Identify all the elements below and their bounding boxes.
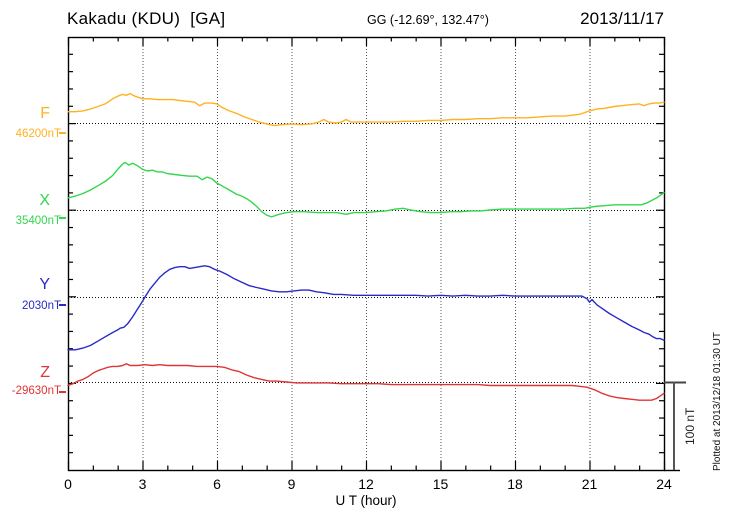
- plot-date: 2013/11/17: [580, 9, 664, 28]
- trace-reference-y: 2030nT: [21, 300, 61, 312]
- trace-pointer-dash-z: [59, 391, 66, 393]
- trace-reference-x: 35400nT: [15, 215, 61, 227]
- x-tick-label: 9: [287, 476, 296, 492]
- trace-label-f: F: [40, 105, 50, 122]
- trace-pointer-dash-x: [59, 217, 66, 219]
- x-tick-label: 0: [64, 476, 72, 492]
- trace-reference-f: 46200nT: [15, 128, 61, 140]
- gg-coordinates: GG (-12.69°, 132.47°): [367, 13, 489, 27]
- trace-label-y: Y: [39, 276, 50, 293]
- trace-reference-z: -29630nT: [11, 385, 61, 397]
- x-tick-label: 18: [507, 476, 523, 492]
- x-tick-label: 24: [656, 476, 672, 492]
- plot-timestamp: Plotted at 2013/12/18 01:30 UT: [712, 332, 723, 472]
- x-axis-label: U T (hour): [335, 493, 397, 508]
- x-tick-label: 15: [432, 476, 449, 492]
- trace-label-x: X: [39, 192, 50, 209]
- trace-label-z: Z: [40, 364, 50, 381]
- trace-pointer-dash-y: [59, 304, 66, 306]
- x-tick-label: 3: [138, 476, 147, 492]
- x-tick-label: 12: [358, 476, 374, 492]
- trace-pointer-dash-f: [59, 132, 66, 134]
- x-tick-label: 6: [213, 476, 221, 492]
- station-title: Kakadu (KDU) [GA]: [67, 9, 226, 28]
- x-tick-label: 21: [581, 476, 598, 492]
- scalebar-label: 100 nT: [683, 407, 697, 445]
